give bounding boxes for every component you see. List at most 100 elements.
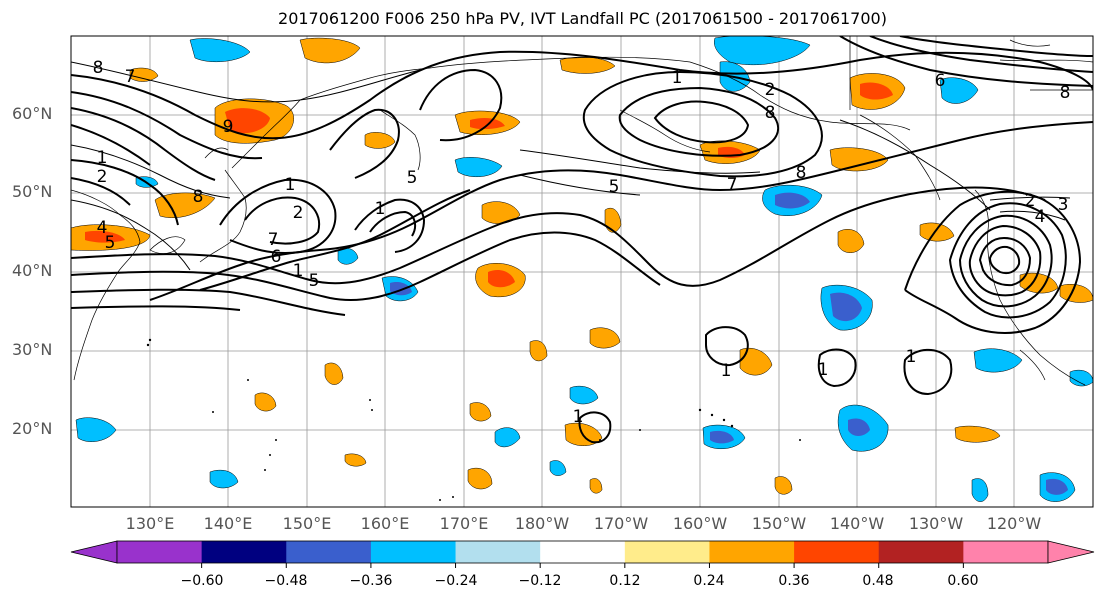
lon-label: 150°W	[751, 514, 807, 533]
colorbar-tick-label: −0.60	[180, 573, 224, 589]
positive-anomaly-patch	[849, 73, 906, 110]
contour-label: 5	[407, 168, 418, 188]
contour-label: 4	[1035, 207, 1046, 227]
lat-label-60n: 60°N	[12, 104, 53, 123]
contour-label: 8	[193, 187, 204, 207]
lon-label: 180°W	[514, 514, 570, 533]
ivt-contours	[71, 36, 1093, 444]
colorbar-tick-label: 0.60	[947, 573, 979, 589]
colorbar	[70, 540, 1095, 568]
positive-anomaly-patch	[344, 453, 367, 467]
ivt-contour-labels: 8 7 1 2 4 5 9 8 1 2 7 6 5 1 5 1 1 2 8 5 …	[93, 58, 1071, 427]
contour-label: 2	[1025, 191, 1036, 211]
colorbar-segment	[624, 541, 710, 563]
positive-anomaly-patch	[469, 402, 492, 422]
contour-label: 8	[796, 163, 807, 183]
map-frame	[70, 35, 1094, 508]
contour-label: 1	[97, 148, 108, 168]
pv-contours	[71, 61, 1071, 271]
lon-label: 150°E	[282, 514, 332, 533]
lat-label-30n: 30°N	[12, 340, 53, 359]
lon-label: 120°W	[986, 514, 1042, 533]
colorbar-high-extension	[1047, 540, 1095, 564]
negative-anomaly-patch	[939, 77, 979, 104]
positive-anomaly-patch	[324, 362, 344, 385]
contour-label: 5	[309, 271, 320, 291]
colorbar-tick-label: 0.36	[778, 573, 810, 589]
negative-anomaly-patch	[762, 184, 823, 216]
negative-anomaly-patch	[1039, 472, 1076, 502]
positive-anomaly-patch	[837, 229, 865, 253]
negative-anomaly-patch	[189, 38, 251, 63]
positive-anomaly-patch	[454, 110, 521, 135]
positive-anomaly-patch	[529, 340, 548, 362]
positive-anomaly-patch	[774, 476, 793, 495]
colorbar-segment	[201, 541, 287, 563]
contour-label: 9	[223, 117, 234, 137]
map-title: 2017061200 F006 250 hPa PV, IVT Landfall…	[278, 9, 887, 28]
negative-anomaly-patch	[209, 469, 239, 489]
contour-label: 2	[765, 80, 776, 100]
positive-anomaly-patch	[589, 478, 603, 494]
contour-label: 1	[573, 407, 584, 427]
positive-anomaly-patch	[481, 201, 521, 224]
positive-anomaly-patch	[154, 192, 216, 219]
lon-label: 130°E	[125, 514, 175, 533]
contour-label: 8	[93, 58, 104, 78]
lon-label: 140°E	[203, 514, 253, 533]
negative-anomaly-patch	[494, 427, 521, 448]
lon-label: 140°W	[829, 514, 885, 533]
positive-anomaly-patch	[71, 224, 151, 251]
contour-label: 2	[97, 167, 108, 187]
colorbar-tick-label: 0.12	[609, 573, 641, 589]
contour-label: 3	[1058, 195, 1069, 215]
positive-anomaly-patch	[919, 222, 955, 242]
colorbar-tick-label: −0.12	[518, 573, 562, 589]
negative-anomaly-patch	[702, 424, 746, 450]
lon-label: 170°E	[439, 514, 489, 533]
negative-anomaly-patch	[820, 284, 873, 331]
positive-anomaly-patch	[129, 67, 159, 82]
lat-label-20n: 20°N	[12, 419, 53, 438]
positive-anomaly-patch	[604, 207, 622, 233]
contour-label: 7	[727, 175, 738, 195]
contour-label: 7	[268, 230, 279, 250]
negative-anomaly-patch	[837, 404, 889, 452]
positive-anomaly-patch	[475, 263, 526, 298]
negative-anomaly-patch	[973, 348, 1023, 373]
positive-anomaly-patch	[559, 56, 616, 74]
contour-label: 5	[105, 233, 116, 253]
lon-label: 160°W	[672, 514, 728, 533]
negative-anomaly-patch	[549, 460, 567, 476]
colorbar-segment	[878, 541, 964, 563]
negative-anomaly-patch	[569, 385, 599, 405]
contour-label: 1	[906, 347, 917, 367]
island-markers	[146, 338, 801, 501]
colorbar-tick-label: 0.48	[862, 573, 894, 589]
contour-label: 1	[293, 261, 304, 281]
colorbar-segment	[794, 541, 880, 563]
colorbar-segment	[117, 541, 203, 563]
positive-anomaly-patch	[954, 425, 1001, 443]
colorbar-segment	[709, 541, 795, 563]
colorbar-tick-label: −0.24	[434, 573, 478, 589]
lon-label: 130°W	[908, 514, 964, 533]
contour-label: 2	[293, 203, 304, 223]
colorbar-segment	[286, 541, 372, 563]
negative-anomaly-patch	[75, 417, 117, 442]
negative-anomaly-patch	[971, 478, 989, 502]
colorbar-tick-label: −0.48	[264, 573, 308, 589]
contour-label: 8	[1060, 83, 1071, 103]
contour-label: 1	[285, 175, 296, 195]
positive-anomaly-patch	[254, 392, 277, 412]
contour-label: 7	[125, 67, 136, 87]
lon-label: 170°W	[593, 514, 649, 533]
positive-anomaly-patch	[589, 327, 621, 349]
positive-anomaly-patch	[739, 347, 773, 376]
contour-label: 6	[271, 247, 282, 267]
colorbar-low-extension	[70, 540, 118, 564]
colorbar-tick-label: −0.36	[349, 573, 393, 589]
colorbar-segment	[370, 541, 457, 563]
lat-label-50n: 50°N	[12, 182, 53, 201]
